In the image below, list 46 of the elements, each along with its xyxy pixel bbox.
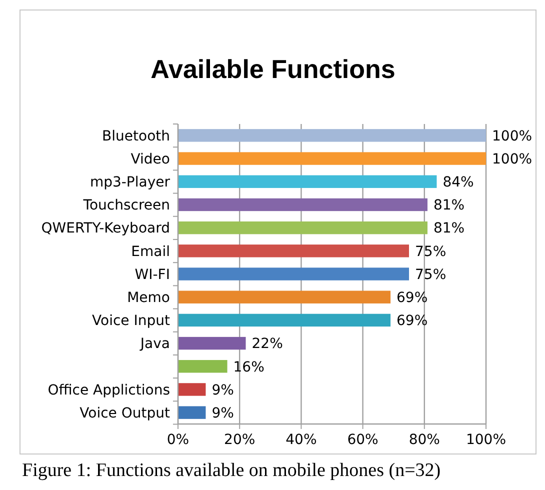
x-tick-label: 0% [166, 432, 190, 448]
data-label: 84% [442, 174, 474, 191]
data-label: 75% [415, 266, 446, 283]
y-tick-label: Touchscreen [82, 198, 170, 214]
y-tick-label: WI-FI [134, 266, 170, 283]
chart-title: Available Functions [150, 54, 396, 84]
data-label: 81% [433, 198, 465, 214]
x-tick-label: 80% [408, 432, 440, 448]
x-tick-label: 40% [286, 432, 317, 448]
bar [178, 336, 246, 350]
y-tick-label: QWERTY-Keyboard [41, 220, 170, 237]
bar [178, 383, 206, 396]
y-tick-label: Voice Input [92, 313, 170, 330]
bar [178, 406, 206, 419]
y-tick-label: Bluetooth [102, 128, 170, 144]
y-tick-label: mp3-Player [90, 174, 170, 191]
y-tick-label: Voice Output [80, 405, 171, 422]
caption: Figure 1: Functions available on mobile phones (n=32) [22, 460, 441, 481]
data-label: 69% [396, 313, 428, 330]
x-tick-label: 100% [466, 432, 506, 448]
data-label: 16% [233, 359, 264, 376]
data-label: 9% [212, 405, 234, 422]
data-label: 69% [396, 290, 428, 306]
data-label: 100% [492, 128, 532, 144]
bar [178, 175, 437, 188]
bar [178, 244, 409, 258]
data-label: 22% [252, 336, 283, 352]
y-tick-label: Video [130, 151, 170, 168]
data-label: 75% [415, 244, 446, 260]
data-label: 81% [433, 220, 465, 237]
bar [178, 221, 428, 234]
data-label: 100% [492, 151, 532, 168]
bar [178, 360, 228, 373]
data-label: 9% [212, 382, 234, 398]
y-tick-label: Memo [127, 290, 170, 306]
bar [178, 314, 391, 327]
bar [178, 152, 486, 165]
bar [178, 129, 486, 142]
x-tick-label: 20% [224, 432, 256, 448]
bar [178, 268, 409, 280]
y-tick-label: Java [139, 336, 170, 352]
x-tick-label: 60% [347, 432, 378, 448]
bar [178, 290, 391, 304]
y-tick-label: Office Applictions [48, 382, 170, 398]
bar [178, 198, 428, 212]
y-tick-label: Email [131, 244, 170, 260]
